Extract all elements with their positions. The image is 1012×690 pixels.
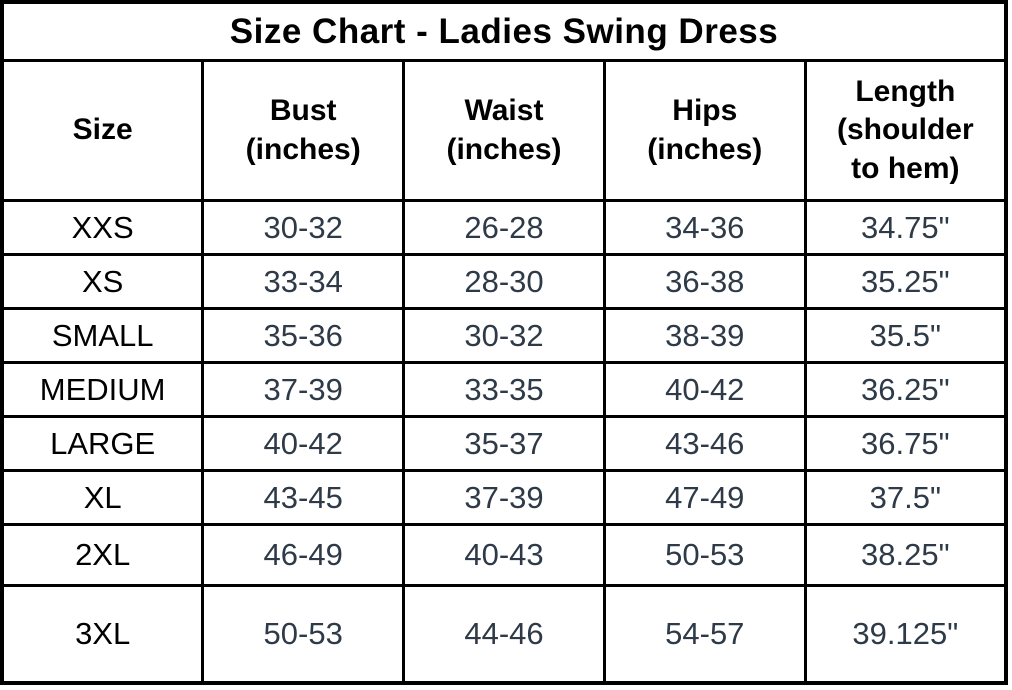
table-row-xxs: XXS 30-32 26-28 34-36 34.75" bbox=[0, 199, 1008, 256]
cell-bust: 37-39 bbox=[201, 361, 406, 418]
cell-size: LARGE bbox=[0, 415, 205, 472]
header-row: Size Bust (inches) Waist (inches) Hips (… bbox=[0, 59, 1008, 202]
column-header-label: Waist bbox=[464, 94, 544, 128]
cell-waist: 33-35 bbox=[402, 361, 606, 418]
column-header-label: (inches) bbox=[647, 132, 763, 166]
cell-hips: 47-49 bbox=[602, 469, 807, 526]
cell-size: SMALL bbox=[0, 307, 205, 364]
cell-hips: 40-42 bbox=[602, 361, 807, 418]
cell-waist: 30-32 bbox=[402, 307, 606, 364]
column-header-label: to hem) bbox=[851, 151, 960, 185]
cell-hips: 43-46 bbox=[602, 415, 807, 472]
cell-hips: 54-57 bbox=[602, 584, 807, 684]
table-row-xs: XS 33-34 28-30 36-38 35.25" bbox=[0, 253, 1008, 310]
cell-waist: 37-39 bbox=[402, 469, 606, 526]
table-row-small: SMALL 35-36 30-32 38-39 35.5" bbox=[0, 307, 1008, 364]
cell-bust: 50-53 bbox=[201, 584, 406, 684]
cell-bust: 46-49 bbox=[201, 523, 406, 587]
table-row-large: LARGE 40-42 35-37 43-46 36.75" bbox=[0, 415, 1008, 472]
cell-waist: 28-30 bbox=[402, 253, 606, 310]
cell-hips: 38-39 bbox=[602, 307, 807, 364]
cell-bust: 43-45 bbox=[201, 469, 406, 526]
cell-waist: 44-46 bbox=[402, 584, 606, 684]
cell-size: 3XL bbox=[0, 584, 205, 684]
column-header-size: Size bbox=[0, 59, 205, 202]
cell-size: XL bbox=[0, 469, 205, 526]
title-row: Size Chart - Ladies Swing Dress bbox=[0, 0, 1008, 62]
cell-hips: 36-38 bbox=[602, 253, 807, 310]
column-header-label: Size bbox=[72, 113, 133, 147]
table-row-medium: MEDIUM 37-39 33-35 40-42 36.25" bbox=[0, 361, 1008, 418]
column-header-bust: Bust (inches) bbox=[201, 59, 406, 202]
column-header-label: Bust bbox=[269, 94, 337, 128]
cell-size: XS bbox=[0, 253, 205, 310]
cell-hips: 50-53 bbox=[602, 523, 807, 587]
column-header-label: Length bbox=[855, 75, 956, 109]
cell-waist: 35-37 bbox=[402, 415, 606, 472]
cell-size: MEDIUM bbox=[0, 361, 205, 418]
column-header-label: Hips bbox=[672, 94, 738, 128]
cell-length: 35.25" bbox=[803, 253, 1008, 310]
table-row-3xl: 3XL 50-53 44-46 54-57 39.125" bbox=[0, 584, 1008, 684]
cell-hips: 34-36 bbox=[602, 199, 807, 256]
cell-bust: 33-34 bbox=[201, 253, 406, 310]
cell-length: 36.75" bbox=[803, 415, 1008, 472]
cell-length: 35.5" bbox=[803, 307, 1008, 364]
cell-length: 38.25" bbox=[803, 523, 1008, 587]
column-header-label: (shoulder bbox=[837, 113, 974, 147]
column-header-label: (inches) bbox=[446, 132, 562, 166]
cell-length: 37.5" bbox=[803, 469, 1008, 526]
cell-length: 39.125" bbox=[803, 584, 1008, 684]
cell-length: 36.25" bbox=[803, 361, 1008, 418]
cell-length: 34.75" bbox=[803, 199, 1008, 256]
column-header-hips: Hips (inches) bbox=[602, 59, 807, 202]
table-row-xl: XL 43-45 37-39 47-49 37.5" bbox=[0, 469, 1008, 526]
column-header-label: (inches) bbox=[245, 132, 361, 166]
cell-waist: 40-43 bbox=[402, 523, 606, 587]
table-row-2xl: 2XL 46-49 40-43 50-53 38.25" bbox=[0, 523, 1008, 587]
cell-bust: 35-36 bbox=[201, 307, 406, 364]
cell-bust: 40-42 bbox=[201, 415, 406, 472]
column-header-length: Length (shoulder to hem) bbox=[803, 59, 1008, 202]
chart-title: Size Chart - Ladies Swing Dress bbox=[0, 0, 1008, 62]
cell-size: 2XL bbox=[0, 523, 205, 587]
cell-size: XXS bbox=[0, 199, 205, 256]
column-header-waist: Waist (inches) bbox=[402, 59, 606, 202]
cell-waist: 26-28 bbox=[402, 199, 606, 256]
cell-bust: 30-32 bbox=[201, 199, 406, 256]
